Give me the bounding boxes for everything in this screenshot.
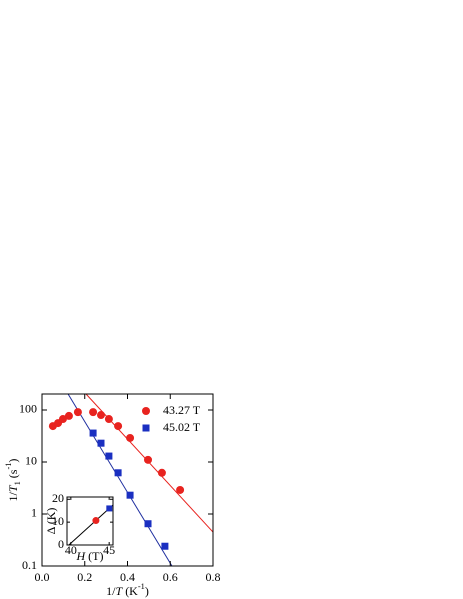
legend-marker bbox=[142, 407, 150, 415]
marker bbox=[126, 491, 134, 499]
marker bbox=[58, 415, 67, 424]
label-part: T bbox=[116, 584, 124, 598]
x-tick-label: 45 bbox=[103, 543, 115, 557]
legend-label: 45.02 T bbox=[163, 420, 201, 434]
y-tick-label: 0.1 bbox=[22, 558, 37, 572]
label-part: (s bbox=[6, 469, 20, 481]
marker bbox=[114, 422, 123, 431]
inset-background bbox=[67, 497, 113, 545]
y-tick-label: 20 bbox=[52, 491, 64, 505]
label-part: (T) bbox=[85, 549, 103, 563]
label-part: (K bbox=[122, 584, 138, 598]
y-tick-label: 1 bbox=[31, 506, 37, 520]
x-axis-label: H (T) bbox=[76, 549, 104, 563]
marker bbox=[157, 468, 166, 477]
marker bbox=[126, 433, 135, 442]
marker bbox=[89, 429, 97, 437]
label-part: ) bbox=[6, 459, 20, 463]
y-tick-label: 10 bbox=[25, 454, 37, 468]
marker bbox=[104, 415, 113, 424]
marker bbox=[144, 455, 153, 464]
fit-line bbox=[68, 504, 114, 546]
marker bbox=[176, 485, 185, 494]
marker bbox=[96, 411, 105, 420]
x-tick-label: 0.8 bbox=[206, 570, 221, 584]
y-axis-label: 1/T1 (s-1) bbox=[4, 459, 22, 502]
x-tick-label: 0.6 bbox=[163, 570, 178, 584]
marker bbox=[64, 411, 73, 420]
marker bbox=[144, 520, 152, 528]
x-tick-label: 0.0 bbox=[35, 570, 50, 584]
y-axis-label: Δ (K) bbox=[44, 508, 58, 535]
x-axis-label: 1/T (K-1) bbox=[106, 582, 149, 597]
marker bbox=[105, 452, 113, 460]
label-part: 1/ bbox=[106, 584, 116, 598]
marker bbox=[114, 469, 122, 477]
label-part: T bbox=[6, 484, 20, 492]
legend-label: 43.27 T bbox=[163, 403, 201, 417]
legend-marker bbox=[142, 424, 150, 432]
label-part: H bbox=[76, 549, 87, 563]
marker bbox=[89, 408, 98, 417]
marker bbox=[106, 505, 113, 512]
x-tick-label: 0.4 bbox=[120, 570, 135, 584]
fit-line bbox=[67, 393, 173, 567]
plot-area bbox=[48, 393, 214, 567]
x-tick-label: 0.2 bbox=[77, 570, 92, 584]
label-part: -1 bbox=[138, 582, 145, 591]
axes-frame bbox=[66, 496, 114, 546]
label-part: ) bbox=[145, 584, 149, 598]
label-part: 1 bbox=[13, 481, 22, 485]
label-part: Δ (K) bbox=[44, 508, 58, 535]
marker bbox=[73, 408, 82, 417]
plot-area bbox=[68, 504, 114, 546]
y-tick-label: 0 bbox=[58, 537, 64, 551]
y-tick-label: 100 bbox=[19, 402, 37, 416]
marker bbox=[161, 542, 169, 550]
y-tick-label: 10 bbox=[52, 514, 64, 528]
marker bbox=[97, 439, 105, 447]
label-part: 1/ bbox=[6, 491, 20, 501]
label-part: -1 bbox=[4, 463, 13, 470]
x-tick-label: 40 bbox=[65, 543, 77, 557]
marker bbox=[92, 517, 100, 525]
